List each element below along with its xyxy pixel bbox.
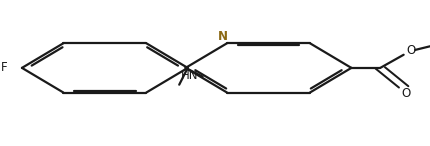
Text: O: O [407, 44, 416, 57]
Text: HN: HN [181, 69, 199, 82]
Text: F: F [0, 61, 7, 74]
Text: O: O [401, 87, 410, 100]
Text: N: N [218, 30, 228, 43]
